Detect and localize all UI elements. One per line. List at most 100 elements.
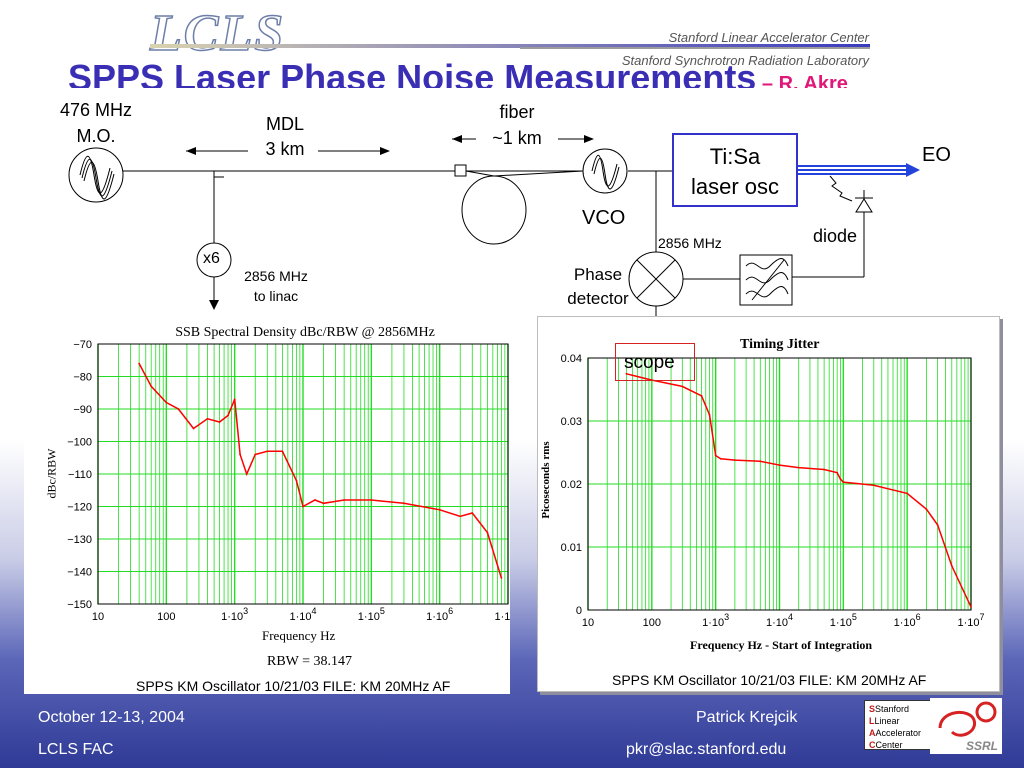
y-tick-label: −130 bbox=[67, 534, 92, 546]
x-tick-label: 1·107 bbox=[957, 612, 984, 629]
data-point bbox=[438, 508, 441, 511]
diode-icon bbox=[855, 190, 873, 277]
data-point bbox=[872, 484, 875, 487]
data-point bbox=[322, 502, 325, 505]
data-point bbox=[797, 466, 800, 469]
fiber-coil-icon bbox=[461, 175, 527, 245]
data-point bbox=[218, 421, 221, 423]
slac-line-3: Accelerator bbox=[875, 728, 922, 738]
y-tick-label: −80 bbox=[73, 372, 92, 384]
chart-grid bbox=[97, 343, 509, 605]
phase-label-word1: Phase bbox=[573, 265, 623, 284]
data-point bbox=[681, 385, 684, 388]
x-tick-label: 1·104 bbox=[766, 612, 793, 629]
footer-meeting: LCLS FAC bbox=[38, 741, 114, 758]
data-point bbox=[839, 478, 842, 480]
laser-label-type: laser osc bbox=[690, 174, 780, 199]
data-point bbox=[192, 427, 195, 430]
data-point bbox=[970, 605, 972, 608]
data-point bbox=[925, 508, 928, 511]
data-point bbox=[625, 372, 628, 375]
slac-logo: SStanford LLinear AAccelerator CCenter bbox=[864, 700, 934, 750]
data-point bbox=[295, 479, 298, 482]
x-tick-label: 1·104 bbox=[289, 606, 316, 623]
fiber-connector bbox=[454, 164, 467, 177]
footer-presenter: Patrick Krejcik bbox=[696, 709, 798, 726]
laser-label-crystal: Ti:Sa bbox=[709, 144, 761, 169]
lcls-logo: LCLS bbox=[149, 5, 286, 62]
y-tick-label: 0.03 bbox=[561, 416, 582, 428]
mdl-arrow bbox=[186, 147, 390, 155]
fiber-label-length: ~1 km bbox=[492, 128, 542, 148]
x-tick-label: 1·103 bbox=[702, 612, 729, 629]
left-chart-xlabel: Frequency Hz bbox=[262, 628, 336, 643]
timing-jitter-chart: 0 0.01 0.02 0.03 0.04 10 100 1·103 1·104 1·105 1·1… bbox=[561, 353, 985, 629]
mo-label: 476 MHz M.O. bbox=[44, 97, 148, 149]
left-chart-rbw: RBW = 38.147 bbox=[267, 654, 353, 669]
data-point bbox=[206, 417, 209, 420]
y-tick-label: −100 bbox=[67, 437, 92, 449]
data-point bbox=[719, 457, 722, 460]
data-point bbox=[177, 408, 180, 410]
x-tick-label: 100 bbox=[157, 611, 175, 623]
data-point bbox=[733, 459, 736, 461]
footer-date: October 12-13, 2004 bbox=[38, 709, 185, 726]
phase-label-word2: detector bbox=[567, 289, 629, 308]
data-point bbox=[471, 512, 474, 514]
data-point bbox=[842, 481, 845, 484]
left-chart-ylabel: dBc/RBW bbox=[44, 448, 59, 499]
block-diagram bbox=[68, 133, 920, 344]
data-point bbox=[950, 565, 953, 567]
linac-label-dest: to linac bbox=[253, 288, 299, 304]
data-point bbox=[281, 450, 284, 453]
header-rule-gray bbox=[520, 47, 870, 49]
y-tick-label: −120 bbox=[67, 502, 92, 514]
vco-label: VCO bbox=[582, 207, 626, 229]
data-point bbox=[500, 577, 503, 579]
slac-logo-line: AAccelerator bbox=[869, 728, 922, 738]
data-point bbox=[233, 398, 236, 401]
right-chart-title: Timing Jitter bbox=[740, 337, 820, 352]
fiber-label: fiber ~1 km bbox=[472, 99, 562, 151]
chart-grid bbox=[587, 357, 972, 611]
slac-line-4: Center bbox=[875, 740, 903, 750]
fiber-label-name: fiber bbox=[499, 102, 535, 122]
left-chart-caption: SPPS KM Oscillator 10/21/03 FILE: KM 20M… bbox=[136, 678, 451, 694]
right-chart-xlabel: Frequency Hz - Start of Integration bbox=[690, 638, 873, 652]
vco-freq-label: 2856 MHz bbox=[658, 235, 722, 251]
slac-line-1: Stanford bbox=[875, 704, 910, 714]
x-tick-label: 1·106 bbox=[426, 606, 453, 623]
x-tick-label: 1·105 bbox=[358, 606, 385, 623]
photon-arrow-icon bbox=[829, 175, 853, 202]
y-tick-label: −150 bbox=[67, 599, 92, 611]
right-chart-caption: SPPS KM Oscillator 10/21/03 FILE: KM 20M… bbox=[612, 672, 927, 688]
y-tick-label: 0 bbox=[576, 605, 582, 617]
data-point bbox=[486, 531, 489, 534]
mo-label-name: M.O. bbox=[76, 126, 116, 146]
linac-label: 2856 MHz to linac bbox=[228, 266, 324, 306]
data-series-line bbox=[138, 363, 503, 579]
slac-logo-line: CCenter bbox=[869, 740, 903, 750]
x-tick-label: 1·107 bbox=[494, 606, 510, 623]
data-point bbox=[245, 473, 248, 475]
scope-box bbox=[615, 343, 695, 381]
y-tick-label: −140 bbox=[67, 567, 92, 579]
x-tick-label: 10 bbox=[92, 611, 104, 623]
y-tick-label: 0.02 bbox=[561, 479, 582, 491]
diagram-panel bbox=[26, 88, 998, 314]
oscillator-mo-icon bbox=[68, 147, 124, 203]
data-point bbox=[459, 515, 462, 518]
data-point bbox=[714, 454, 717, 457]
footer-email: pkr@slac.stanford.edu bbox=[626, 741, 787, 758]
scope-label: scope bbox=[624, 352, 675, 373]
data-point bbox=[266, 450, 269, 453]
data-point bbox=[403, 502, 405, 505]
ssrl-logo: SSRL bbox=[930, 698, 1002, 754]
data-point bbox=[343, 499, 346, 501]
plot-frame bbox=[587, 357, 972, 611]
y-tick-label: 0.01 bbox=[561, 542, 582, 554]
data-point bbox=[314, 499, 316, 501]
laser-label: Ti:Sa laser osc bbox=[673, 142, 797, 202]
multiplier-label: x6 bbox=[203, 250, 220, 267]
